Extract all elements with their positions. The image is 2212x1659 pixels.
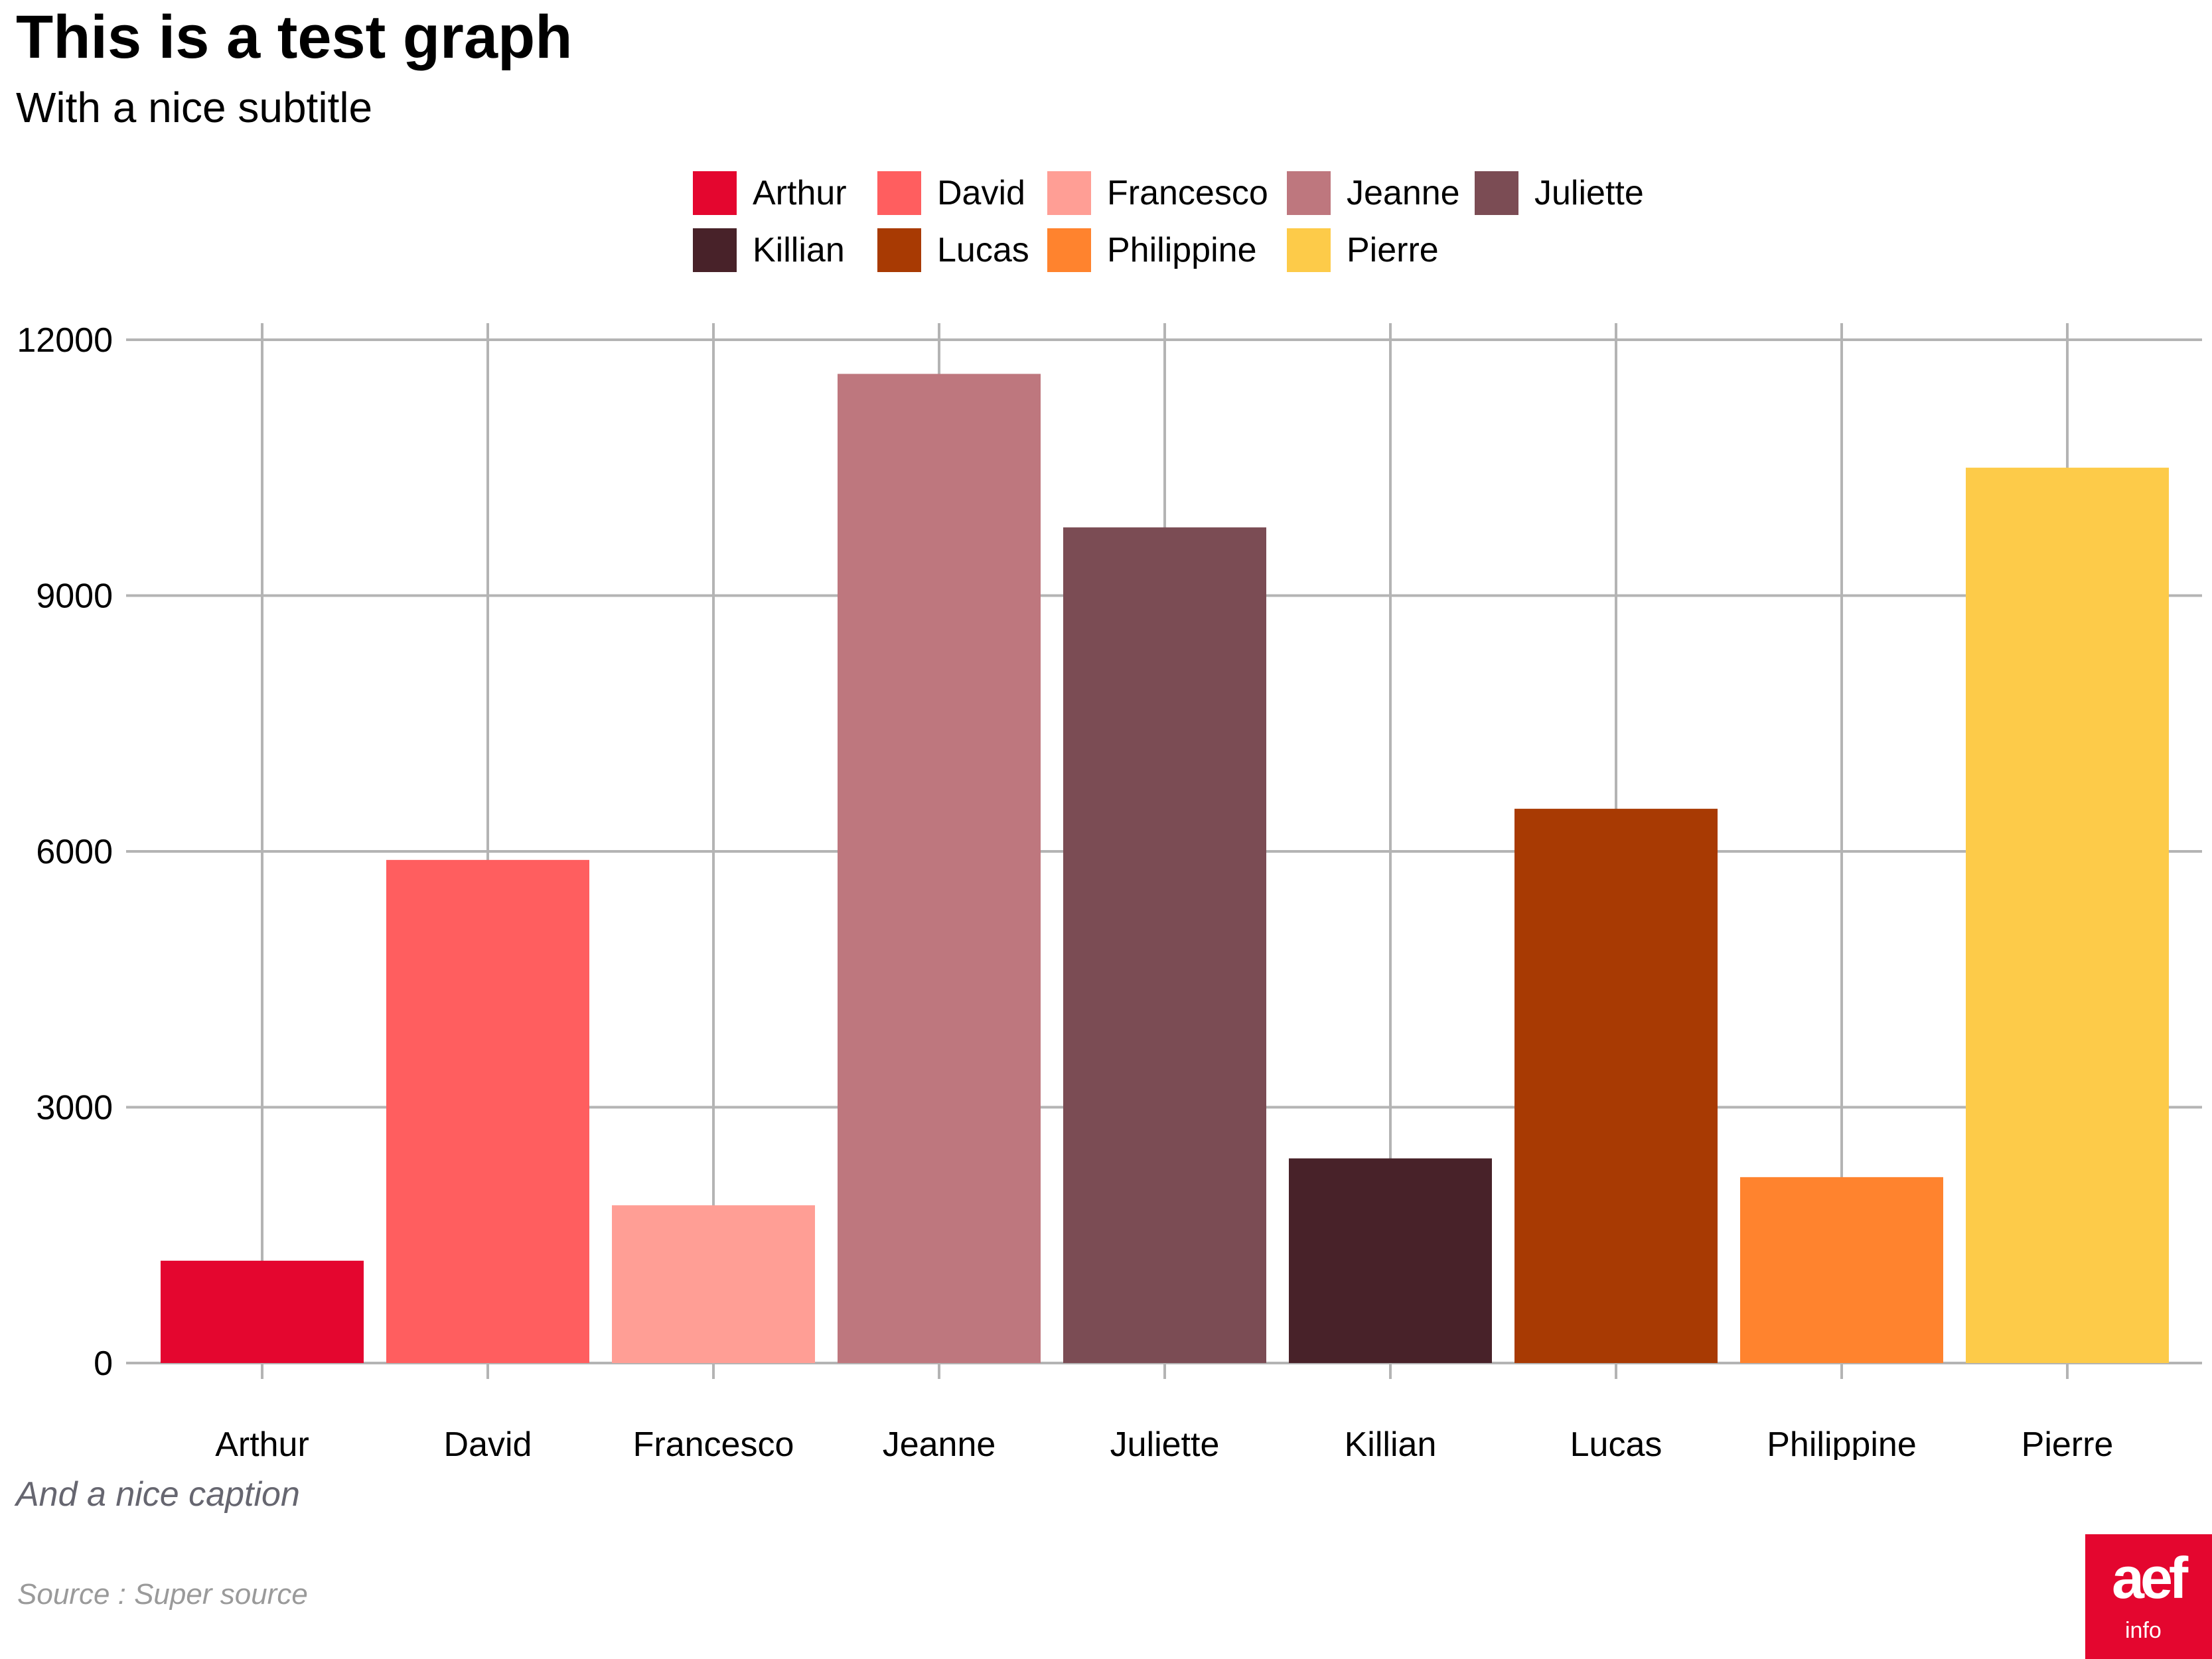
bar-pierre — [1966, 467, 2169, 1363]
legend-swatch — [1287, 171, 1331, 215]
bars — [161, 374, 2169, 1364]
legend-swatch — [877, 171, 921, 215]
legend-item-pierre: Pierre — [1287, 227, 1439, 273]
legend-item-david: David — [877, 170, 1025, 216]
bar-david — [386, 859, 589, 1363]
legend-label: Lucas — [937, 231, 1029, 269]
chart-caption: And a nice caption — [16, 1475, 300, 1514]
legend-swatch — [693, 228, 737, 272]
y-tick-label: 0 — [94, 1344, 113, 1383]
legend-label: Pierre — [1347, 231, 1439, 269]
legend-item-killian: Killian — [693, 227, 845, 273]
x-tick-label: Juliette — [1110, 1425, 1220, 1460]
legend-swatch — [1047, 171, 1091, 215]
x-tick-label: David — [444, 1425, 532, 1460]
y-tick-label: 12000 — [17, 321, 113, 360]
legend-item-arthur: Arthur — [693, 170, 847, 216]
legend-swatch — [693, 171, 737, 215]
chart-source: Source : Super source — [17, 1578, 308, 1611]
aef-info-logo: aef info — [2085, 1534, 2212, 1659]
chart-legend: Arthur David Francesco Jeanne Juliette Killia… — [693, 170, 1688, 296]
bar-francesco — [612, 1205, 815, 1363]
logo-main-text: aef — [2112, 1545, 2188, 1611]
bar-jeanne — [838, 374, 1041, 1363]
logo-sub-text: info — [2125, 1618, 2162, 1643]
bar-juliette — [1063, 527, 1266, 1364]
y-tick-label: 6000 — [36, 833, 113, 871]
y-tick-label: 9000 — [36, 577, 113, 616]
chart-subtitle: With a nice subtitle — [16, 84, 373, 131]
y-tick-label: 3000 — [36, 1089, 113, 1127]
x-tick-label: Philippine — [1767, 1425, 1917, 1460]
bar-killian — [1289, 1158, 1492, 1363]
legend-swatch — [1475, 171, 1518, 215]
x-tick-label: Pierre — [2022, 1425, 2114, 1460]
x-tick-label: Lucas — [1570, 1425, 1662, 1460]
legend-label: Killian — [753, 231, 845, 269]
legend-label: Jeanne — [1347, 174, 1460, 212]
x-tick-label: Killian — [1345, 1425, 1437, 1460]
legend-item-lucas: Lucas — [877, 227, 1029, 273]
chart-title: This is a test graph — [16, 3, 573, 71]
legend-item-juliette: Juliette — [1475, 170, 1644, 216]
legend-item-francesco: Francesco — [1047, 170, 1268, 216]
legend-label: Arthur — [753, 174, 847, 212]
y-axis-ticks: 0 3000 6000 9000 12000 — [17, 321, 113, 1383]
legend-label: David — [937, 174, 1025, 212]
legend-swatch — [1047, 228, 1091, 272]
legend-item-jeanne: Jeanne — [1287, 170, 1460, 216]
bar-chart: 0 3000 6000 9000 12000 Arthur David Francesco J… — [17, 321, 2202, 1460]
x-tick-label: Arthur — [215, 1425, 309, 1460]
bar-lucas — [1514, 808, 1718, 1363]
legend-item-philippine: Philippine — [1047, 227, 1257, 273]
x-tick-label: Francesco — [633, 1425, 794, 1460]
legend-label: Francesco — [1107, 174, 1268, 212]
legend-swatch — [1287, 228, 1331, 272]
legend-label: Philippine — [1107, 231, 1257, 269]
legend-swatch — [877, 228, 921, 272]
x-tick-label: Jeanne — [883, 1425, 996, 1460]
x-axis-ticks: Arthur David Francesco Jeanne Juliette Killia… — [215, 1425, 2113, 1460]
bar-arthur — [161, 1260, 364, 1363]
bar-philippine — [1740, 1177, 1943, 1363]
legend-label: Juliette — [1534, 174, 1644, 212]
